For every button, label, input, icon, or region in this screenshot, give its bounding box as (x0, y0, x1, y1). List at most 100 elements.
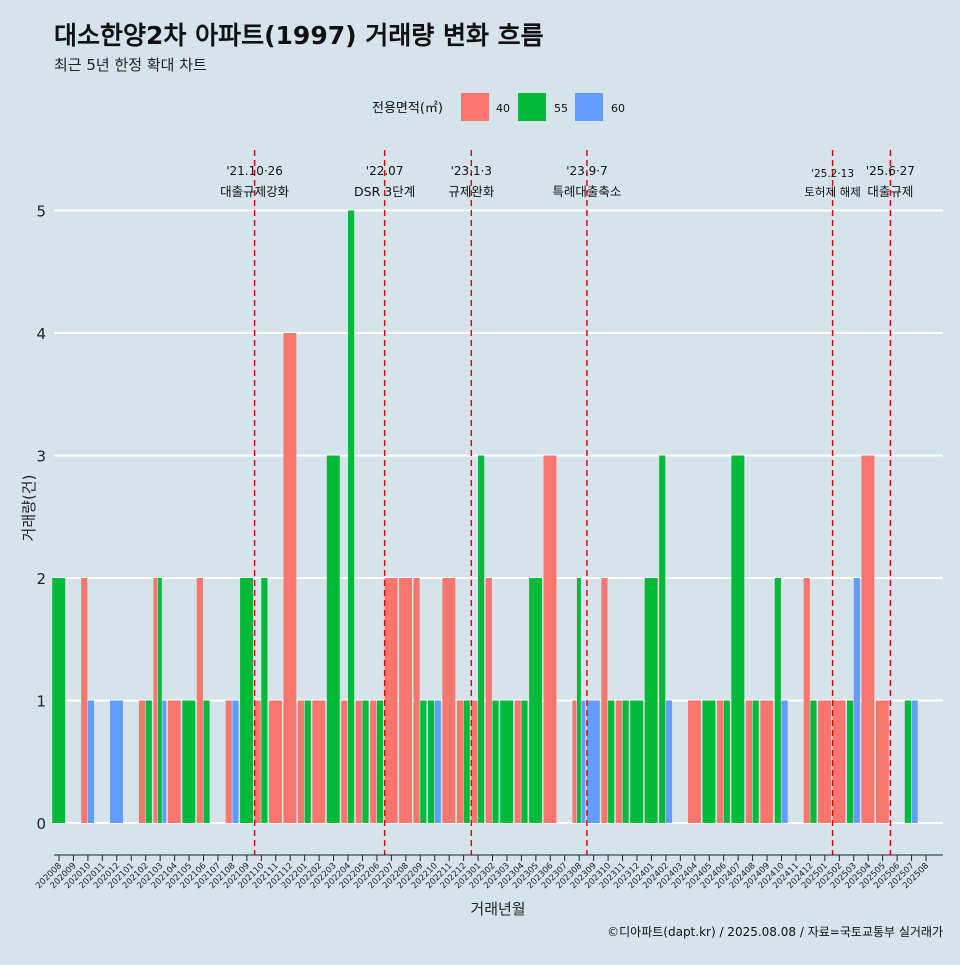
legend-label-60: 60 (611, 102, 625, 115)
bar-202501-40 (818, 700, 831, 823)
bar-202209-55 (420, 700, 427, 823)
y-tick-label: 4 (36, 325, 46, 343)
annotation-date: '25.2·13 (811, 168, 854, 180)
bar-202207-40 (384, 578, 398, 823)
bar-202406-40 (716, 700, 724, 823)
bar-202008-55 (52, 578, 66, 823)
bar-202304-55 (521, 700, 528, 823)
bar-202212-55 (463, 700, 470, 823)
bar-202010-60 (87, 700, 95, 823)
bar-202010-40 (81, 578, 88, 823)
annotation-date: '25.6·27 (866, 164, 915, 178)
bar-202503-55 (847, 700, 854, 823)
bar-202304-40 (514, 700, 521, 823)
bar-202201-55 (304, 700, 311, 823)
bar-202106-55 (203, 700, 210, 823)
bar-202312-55 (630, 700, 644, 823)
bar-202206-55 (376, 700, 384, 823)
bar-202310-55 (608, 700, 615, 823)
bar-202308-60 (581, 700, 586, 823)
bar-202110-40 (254, 700, 261, 823)
bar-202405-55 (702, 700, 716, 823)
annotation-label: 토허제 해제 (804, 185, 861, 199)
bar-202408-55 (752, 700, 759, 823)
bar-202505-40 (875, 700, 889, 823)
bar-202407-55 (731, 455, 745, 823)
bar-202102-40 (138, 700, 146, 823)
x-ticks (58, 855, 927, 861)
legend-swatch-60 (575, 93, 603, 121)
x-tick-labels: 2020082020092020102020112020122021012021… (34, 861, 931, 891)
bar-202408-40 (745, 700, 752, 823)
y-tick-label: 3 (36, 448, 46, 466)
bar-202106-40 (196, 578, 203, 823)
bar-202205-55 (362, 700, 369, 823)
bar-202311-40 (615, 700, 622, 823)
bar-202402-55 (659, 455, 666, 823)
bar-202111-40 (269, 700, 282, 823)
bar-202308-40 (572, 700, 577, 823)
bar-202203-55 (326, 455, 340, 823)
bar-202410-60 (781, 700, 788, 823)
y-tick-label: 2 (36, 570, 46, 588)
bar-202404-40 (688, 700, 701, 823)
annotation-label: 규제완화 (448, 184, 495, 199)
bar-202104-40 (167, 700, 181, 823)
bar-202306-40 (543, 455, 557, 823)
annotation-label: 대출규제 (867, 184, 913, 199)
legend-title: 전용면적(㎡) (372, 101, 443, 116)
legend: 전용면적(㎡) 40 55 60 (372, 93, 625, 121)
bar-202311-55 (622, 700, 629, 823)
bar-202012-60 (110, 700, 123, 823)
x-axis-title: 거래년월 (470, 900, 525, 918)
bar-202412-55 (810, 700, 817, 823)
y-tick-label: 1 (36, 693, 46, 711)
annotation-date: '23.9·7 (566, 164, 607, 178)
bar-202401-55 (644, 578, 658, 823)
bar-202504-40 (861, 455, 875, 823)
bar-202201-40 (297, 700, 305, 823)
legend-label-40: 40 (496, 102, 510, 115)
bar-202301-55 (478, 455, 485, 823)
y-tick-labels: 0 1 2 3 4 5 (36, 203, 46, 834)
bar-202102-55 (145, 700, 152, 823)
bar-202112-40 (283, 333, 297, 823)
y-axis-title: 거래량(건) (20, 475, 38, 542)
bar-202410-55 (774, 578, 781, 823)
y-tick-label: 5 (36, 203, 46, 221)
legend-label-55: 55 (554, 102, 568, 115)
bar-202303-55 (500, 700, 514, 823)
bar-202204-40 (341, 700, 348, 823)
bar-202103-40 (153, 578, 158, 823)
bar-202406-55 (723, 700, 730, 823)
bar-202302-40 (485, 578, 492, 823)
bar-202205-40 (355, 700, 362, 823)
bar-202210-60 (434, 700, 441, 823)
bar-202108-60 (232, 700, 239, 823)
bar-202210-55 (427, 700, 435, 823)
bar-202507-55 (904, 700, 911, 823)
legend-swatch-40 (461, 93, 489, 121)
bar-202110-55 (261, 578, 268, 823)
bar-202211-40 (442, 578, 456, 823)
bar-202202-40 (312, 700, 326, 823)
bar-202507-60 (911, 700, 918, 823)
bar-202305-55 (529, 578, 542, 823)
legend-swatch-55 (518, 93, 546, 121)
bar-202309-60 (586, 700, 600, 823)
bar-202402-60 (665, 700, 673, 823)
chart-title: 대소한양2차 아파트(1997) 거래량 변화 흐름 (54, 21, 544, 50)
annotation-label: 특례대출축소 (552, 184, 621, 199)
annotation-label: DSR 3단계 (354, 184, 415, 199)
bar-202308-55 (576, 578, 581, 823)
bar-202209-40 (413, 578, 420, 823)
annotation-date: '23.1·3 (451, 164, 492, 178)
bar-202503-60 (853, 578, 860, 823)
bars (52, 210, 918, 823)
bar-202412-40 (803, 578, 810, 823)
annotation-date: '22.07 (366, 164, 404, 178)
bar-202108-40 (225, 700, 232, 823)
bar-202302-55 (492, 700, 499, 823)
bar-202109-55 (240, 578, 253, 823)
